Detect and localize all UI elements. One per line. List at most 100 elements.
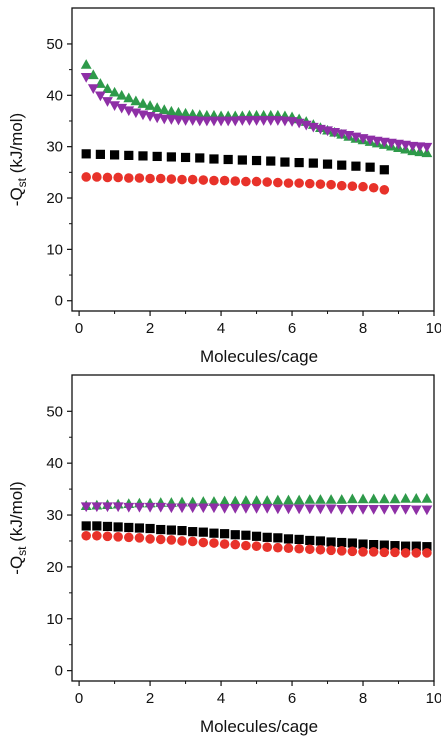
data-point-triangle-down — [155, 502, 167, 513]
data-point-square — [156, 524, 166, 535]
data-point-triangle-down — [236, 116, 248, 126]
data-point-square — [124, 522, 134, 533]
data-point-square — [95, 149, 105, 159]
chart-panel-top: 0 2 4 6 8 10 0 10 20 30 40 50 Molecules/cage -Qst (kJ… — [7, 7, 441, 366]
data-point-circle — [283, 178, 294, 188]
data-point-square — [251, 155, 262, 166]
data-point-circle — [134, 533, 145, 543]
data-point-square — [198, 527, 208, 537]
data-point-circle — [166, 174, 177, 184]
data-point-circle — [315, 179, 326, 189]
data-point-square — [337, 537, 347, 548]
data-point-triangle-down — [123, 502, 135, 513]
data-point-circle — [358, 181, 368, 192]
data-point-circle — [347, 181, 358, 192]
data-point-circle — [209, 175, 219, 186]
data-point-triangle-down — [229, 503, 241, 514]
series-triangle-down — [80, 502, 433, 516]
data-point-triangle-up — [87, 69, 99, 80]
y-tick-label: 20 — [46, 190, 63, 207]
data-point-triangle-down — [279, 116, 291, 127]
data-point-square — [102, 521, 113, 532]
data-point-triangle-up — [421, 493, 433, 503]
data-point-square — [241, 530, 251, 540]
data-point-square — [401, 541, 411, 551]
x-tick-label: 8 — [359, 320, 367, 337]
data-point-square — [379, 165, 389, 175]
data-point-triangle-up — [144, 100, 156, 110]
data-point-triangle-down — [80, 502, 92, 513]
data-point-triangle-down — [165, 115, 177, 125]
data-point-square — [152, 151, 162, 162]
data-point-circle — [336, 546, 347, 556]
data-point-triangle-down — [389, 505, 401, 515]
data-point-square — [337, 160, 347, 170]
data-point-triangle-up — [368, 493, 380, 504]
data-point-square — [369, 539, 379, 550]
data-point-triangle-up — [102, 83, 113, 93]
data-point-triangle-down — [215, 116, 227, 127]
data-point-triangle-down — [222, 116, 234, 127]
data-point-triangle-down — [315, 504, 326, 515]
data-point-triangle-down — [144, 502, 156, 513]
data-point-circle — [262, 177, 272, 187]
data-point-circle — [177, 174, 187, 185]
data-point-circle — [251, 176, 262, 187]
data-point-circle — [273, 542, 283, 553]
data-point-triangle-down — [102, 502, 113, 513]
data-point-square — [358, 539, 368, 549]
plot-frame — [71, 374, 435, 682]
data-point-triangle-down — [251, 116, 262, 126]
data-point-circle — [209, 538, 219, 548]
data-point-circle — [304, 178, 315, 189]
data-point-square — [390, 541, 400, 551]
data-point-square — [180, 152, 191, 163]
y-tick-label: 20 — [46, 559, 63, 576]
data-point-square — [124, 150, 134, 160]
data-point-circle — [294, 543, 304, 554]
data-point-triangle-up — [240, 495, 252, 505]
data-point-triangle-up — [336, 494, 348, 504]
data-point-triangle-up — [272, 494, 284, 505]
data-point-triangle-up — [137, 98, 149, 108]
data-point-triangle-down — [116, 103, 128, 114]
data-point-square — [166, 152, 176, 162]
series-square — [81, 521, 432, 552]
data-point-square — [266, 156, 276, 166]
data-point-triangle-down — [272, 504, 284, 515]
x-tick-label: 0 — [75, 690, 83, 707]
data-point-triangle-up — [180, 107, 191, 118]
data-point-circle — [422, 548, 432, 558]
data-point-circle — [81, 172, 91, 182]
data-point-square — [230, 530, 240, 540]
data-point-circle — [273, 177, 283, 188]
x-tick-label: 2 — [146, 690, 154, 707]
data-point-triangle-down — [251, 503, 262, 514]
data-point-triangle-up — [400, 493, 412, 503]
series-circle — [81, 530, 432, 558]
data-point-circle — [177, 536, 187, 546]
data-point-circle — [294, 178, 304, 188]
data-point-triangle-down — [187, 503, 199, 514]
data-point-triangle-down — [180, 116, 191, 126]
data-point-circle — [251, 541, 262, 551]
data-point-square — [188, 527, 198, 537]
plot-frame — [71, 7, 435, 312]
y-tick-label: 30 — [46, 139, 63, 156]
data-point-square — [326, 537, 336, 547]
data-point-circle — [92, 172, 102, 182]
data-point-triangle-down — [109, 101, 120, 111]
data-point-circle — [219, 539, 230, 549]
data-point-triangle-down — [272, 116, 284, 126]
y-tick-label: 10 — [46, 241, 63, 258]
series-circle — [81, 172, 390, 195]
data-point-circle — [368, 182, 379, 193]
data-point-square — [145, 523, 155, 534]
x-tick-label: 0 — [75, 320, 83, 337]
data-point-square — [273, 533, 283, 543]
x-tick-label: 2 — [146, 320, 154, 337]
data-point-square — [138, 151, 148, 161]
data-point-circle — [198, 537, 209, 548]
data-point-triangle-down — [176, 503, 188, 514]
data-point-triangle-up — [378, 493, 390, 504]
